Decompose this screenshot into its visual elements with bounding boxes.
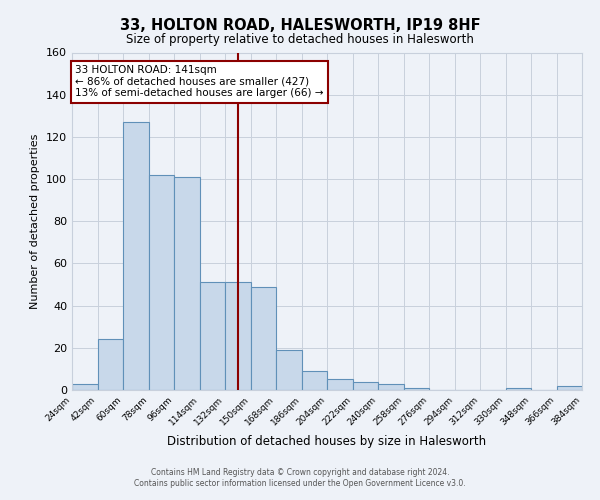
Bar [404, 388, 429, 390]
Bar [505, 388, 531, 390]
Text: Contains HM Land Registry data © Crown copyright and database right 2024.
Contai: Contains HM Land Registry data © Crown c… [134, 468, 466, 487]
Text: 33 HOLTON ROAD: 141sqm
← 86% of detached houses are smaller (427)
13% of semi-de: 33 HOLTON ROAD: 141sqm ← 86% of detached… [75, 65, 323, 98]
Bar [251, 286, 276, 390]
Text: Size of property relative to detached houses in Halesworth: Size of property relative to detached ho… [126, 32, 474, 46]
Bar [149, 175, 174, 390]
Text: 33, HOLTON ROAD, HALESWORTH, IP19 8HF: 33, HOLTON ROAD, HALESWORTH, IP19 8HF [119, 18, 481, 32]
Bar [276, 350, 302, 390]
X-axis label: Distribution of detached houses by size in Halesworth: Distribution of detached houses by size … [167, 436, 487, 448]
Bar [97, 340, 123, 390]
Y-axis label: Number of detached properties: Number of detached properties [31, 134, 40, 309]
Bar [353, 382, 378, 390]
Bar [302, 371, 327, 390]
Bar [557, 386, 582, 390]
Bar [174, 177, 199, 390]
Bar [327, 380, 353, 390]
Bar [199, 282, 225, 390]
Bar [123, 122, 149, 390]
Bar [378, 384, 404, 390]
Bar [225, 282, 251, 390]
Bar [72, 384, 97, 390]
